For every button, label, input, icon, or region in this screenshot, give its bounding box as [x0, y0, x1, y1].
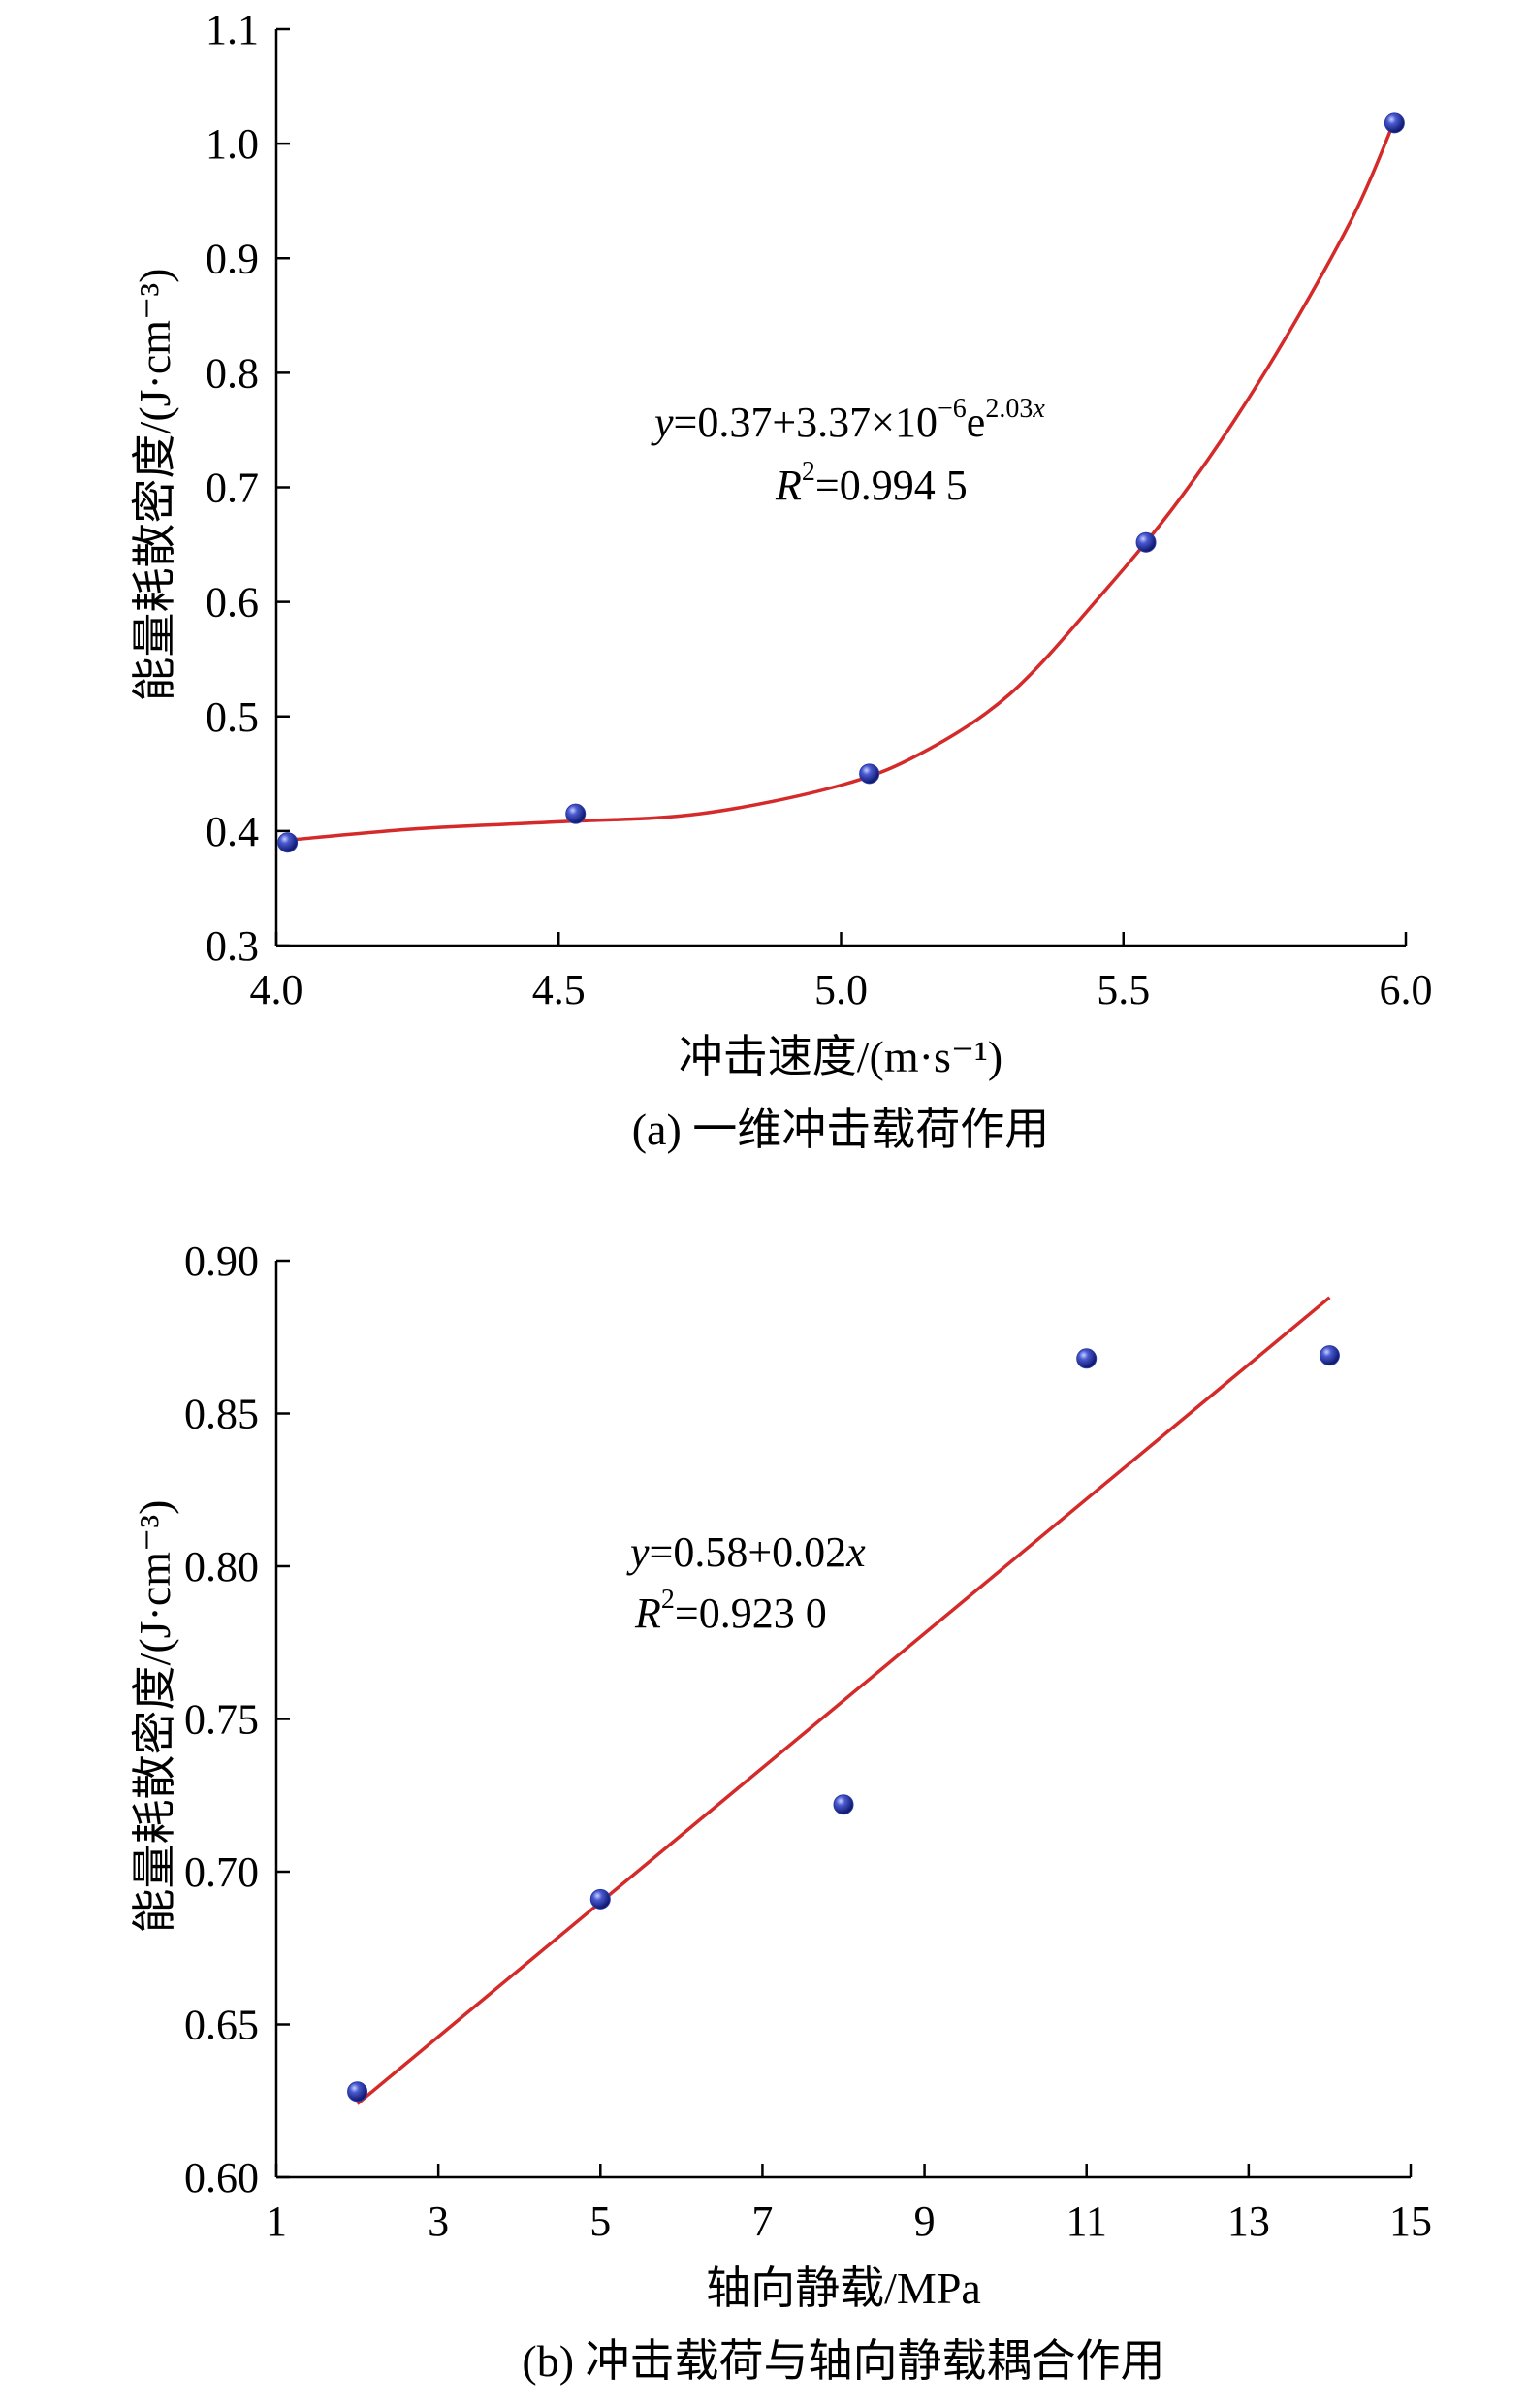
a-point-1	[565, 803, 587, 824]
b-point-2	[833, 1794, 854, 1815]
chart-a-r2: R2=0.994 5	[775, 457, 968, 509]
chart-a-eq-part1: =0.37+3.37×10	[674, 399, 938, 446]
b-xtick-label-1: 3	[428, 2198, 449, 2245]
chart-b-r2: R2=0.923 0	[634, 1585, 827, 1637]
chart-b: 0.600.650.700.750.800.850.90 1 3 5 7 9 11 13 15…	[130, 1237, 1432, 2386]
chart-b-equation: y=0.58+0.02x	[626, 1528, 866, 1576]
b-ytick-label-0: 0.60	[184, 2154, 259, 2201]
b-xtick-label-6: 13	[1227, 2198, 1270, 2245]
a-ytick-label-5: 0.8	[206, 349, 259, 397]
chart-b-eq-xvar: x	[845, 1528, 866, 1576]
chart-a-r-val: =0.994 5	[815, 462, 968, 509]
a-ytick-label-4: 0.7	[206, 465, 259, 512]
chart-a-ticks	[274, 27, 1408, 947]
chart-b-caption: (b) 冲击载荷与轴向静载耦合作用	[522, 2336, 1164, 2386]
b-point-4	[1319, 1345, 1340, 1366]
b-ytick-label-3: 0.75	[184, 1696, 259, 1744]
b-point-0	[347, 2081, 368, 2103]
chart-a-eq-exp1: −6	[938, 394, 967, 424]
b-ytick-label-6: 0.90	[184, 1237, 259, 1285]
b-point-1	[589, 1888, 611, 1910]
a-ytick-label-6: 0.9	[206, 235, 259, 282]
a-ytick-label-1: 0.4	[206, 808, 259, 855]
a-point-4	[1384, 112, 1405, 134]
chart-a: 0.3 0.4 0.5 0.6 0.7 0.8 0.9 1.0 1.1 4.0 4.5 5.0 5.5…	[130, 6, 1433, 1154]
chart-b-r-var: R	[634, 1589, 661, 1637]
a-ytick-label-7: 1.0	[206, 120, 259, 168]
chart-b-eq-yvar: y	[626, 1528, 650, 1576]
a-ytick-label-3: 0.6	[206, 579, 259, 626]
chart-a-equation: y=0.37+3.37×10−6e2.03x	[651, 394, 1045, 446]
chart-a-fit-curve	[287, 119, 1396, 843]
a-ytick-label-0: 0.3	[206, 922, 259, 970]
a-xtick-label-2: 5.0	[814, 966, 868, 1013]
a-ytick-label-2: 0.5	[206, 693, 259, 741]
chart-a-y-tick-labels: 0.3 0.4 0.5 0.6 0.7 0.8 0.9 1.0 1.1	[206, 6, 259, 970]
chart-a-eq-part2: e	[967, 399, 986, 446]
a-xtick-label-0: 4.0	[250, 966, 303, 1013]
a-ytick-label-8: 1.1	[206, 6, 259, 53]
chart-a-points	[277, 112, 1405, 853]
a-xtick-label-1: 4.5	[532, 966, 586, 1013]
chart-a-eq-exp2-var: x	[1032, 394, 1045, 424]
chart-b-ticks	[274, 1259, 1413, 2179]
chart-a-r-exp: 2	[802, 457, 815, 487]
b-ytick-label-5: 0.85	[184, 1391, 259, 1438]
b-xtick-label-4: 9	[914, 2198, 936, 2245]
chart-a-x-title: 冲击速度/(m·s⁻¹)	[679, 1032, 1003, 1081]
a-xtick-label-4: 6.0	[1380, 966, 1433, 1013]
a-point-3	[1135, 531, 1157, 553]
b-point-3	[1076, 1348, 1098, 1369]
b-ytick-label-4: 0.80	[184, 1543, 259, 1590]
a-point-2	[859, 763, 880, 785]
a-xtick-label-3: 5.5	[1097, 966, 1150, 1013]
b-ytick-label-1: 0.65	[184, 2002, 259, 2049]
chart-a-caption: (a) 一维冲击载荷作用	[632, 1105, 1050, 1154]
chart-b-y-title: 能量耗散密度/(J·cm⁻³)	[130, 1500, 179, 1934]
b-xtick-label-5: 11	[1066, 2198, 1107, 2245]
a-point-0	[277, 832, 299, 853]
b-xtick-label-0: 1	[266, 2198, 287, 2245]
chart-b-r-val: =0.923 0	[675, 1589, 827, 1637]
b-xtick-label-2: 5	[589, 2198, 611, 2245]
chart-b-x-title: 轴向静载/MPa	[706, 2264, 981, 2313]
chart-a-x-tick-labels: 4.0 4.5 5.0 5.5 6.0	[250, 966, 1433, 1013]
chart-b-fit-line	[356, 1296, 1331, 2105]
b-xtick-label-3: 7	[751, 2198, 773, 2245]
chart-b-eq-part1: =0.58+0.02	[650, 1528, 847, 1576]
chart-a-y-title: 能量耗散密度/(J·cm⁻³)	[130, 269, 179, 702]
b-xtick-label-7: 15	[1389, 2198, 1432, 2245]
chart-b-r-exp: 2	[661, 1585, 675, 1615]
chart-a-r-var: R	[775, 462, 802, 509]
chart-b-y-tick-labels: 0.60 0.65 0.70 0.75 0.80 0.85 0.90	[184, 1237, 259, 2201]
b-ytick-label-2: 0.70	[184, 1848, 259, 1896]
chart-a-eq-exp2: 2.03	[985, 394, 1033, 424]
chart-a-eq-yvar: y	[651, 399, 674, 446]
chart-b-x-tick-labels: 1 3 5 7 9 11 13 15	[266, 2198, 1432, 2245]
chart-b-points	[347, 1345, 1340, 2103]
